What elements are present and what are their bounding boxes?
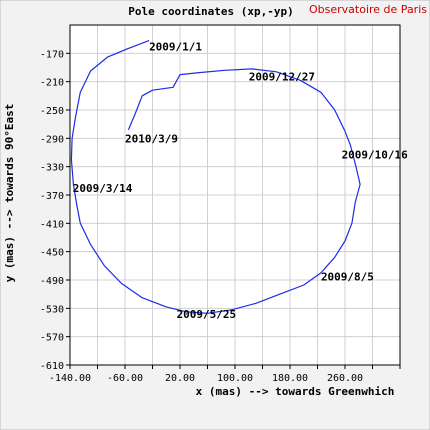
- y-tick-label: -250: [40, 106, 64, 117]
- y-tick-label: -290: [40, 134, 64, 145]
- date-annotation: 2009/12/27: [249, 71, 315, 84]
- x-tick-label: -60.00: [107, 373, 143, 384]
- date-annotation: 2009/10/16: [342, 149, 409, 162]
- y-tick-label: -370: [40, 191, 64, 202]
- date-annotation: 2010/3/9: [125, 132, 178, 145]
- y-tick-label: -530: [40, 304, 64, 315]
- y-tick-label: -570: [40, 333, 64, 344]
- date-annotation: 2009/8/5: [321, 270, 374, 283]
- x-tick-label: 180.00: [272, 373, 308, 384]
- plot-border: [69, 24, 401, 366]
- y-tick-label: -610: [40, 361, 64, 372]
- date-annotation: 2009/5/25: [177, 308, 237, 321]
- y-tick-label: -210: [40, 78, 64, 89]
- credit-label: Observatoire de Paris: [309, 3, 427, 16]
- y-tick-label: -450: [40, 248, 64, 259]
- annotation-layer: 2009/1/1 2009/12/27 2010/3/9 2009/10/16 2009…: [73, 40, 408, 321]
- y-axis-label: y (mas) --> towards 90°East: [3, 104, 16, 283]
- pole-path-line-0: [70, 40, 361, 314]
- series-layer: [70, 40, 361, 314]
- date-annotation: 2009/1/1: [149, 40, 202, 53]
- y-tick-label: -330: [40, 163, 64, 174]
- x-tick-label: 260.00: [327, 373, 363, 384]
- date-annotation: 2009/3/14: [73, 182, 133, 195]
- tick-labels: -140.00 -60.00 20.00 100.00 180.00 260.00 -170…: [40, 49, 363, 384]
- chart-title: Pole coordinates (xp,-yp): [128, 5, 294, 18]
- x-tick-label: 20.00: [165, 373, 195, 384]
- y-tick-label: -410: [40, 219, 64, 230]
- x-tick-label: -140.00: [49, 373, 91, 384]
- x-tick-label: 100.00: [217, 373, 253, 384]
- y-tick-label: -170: [40, 49, 64, 60]
- axes: [66, 24, 401, 369]
- y-tick-label: -490: [40, 276, 64, 287]
- x-axis-label: x (mas) --> towards Greenwhich: [196, 385, 395, 398]
